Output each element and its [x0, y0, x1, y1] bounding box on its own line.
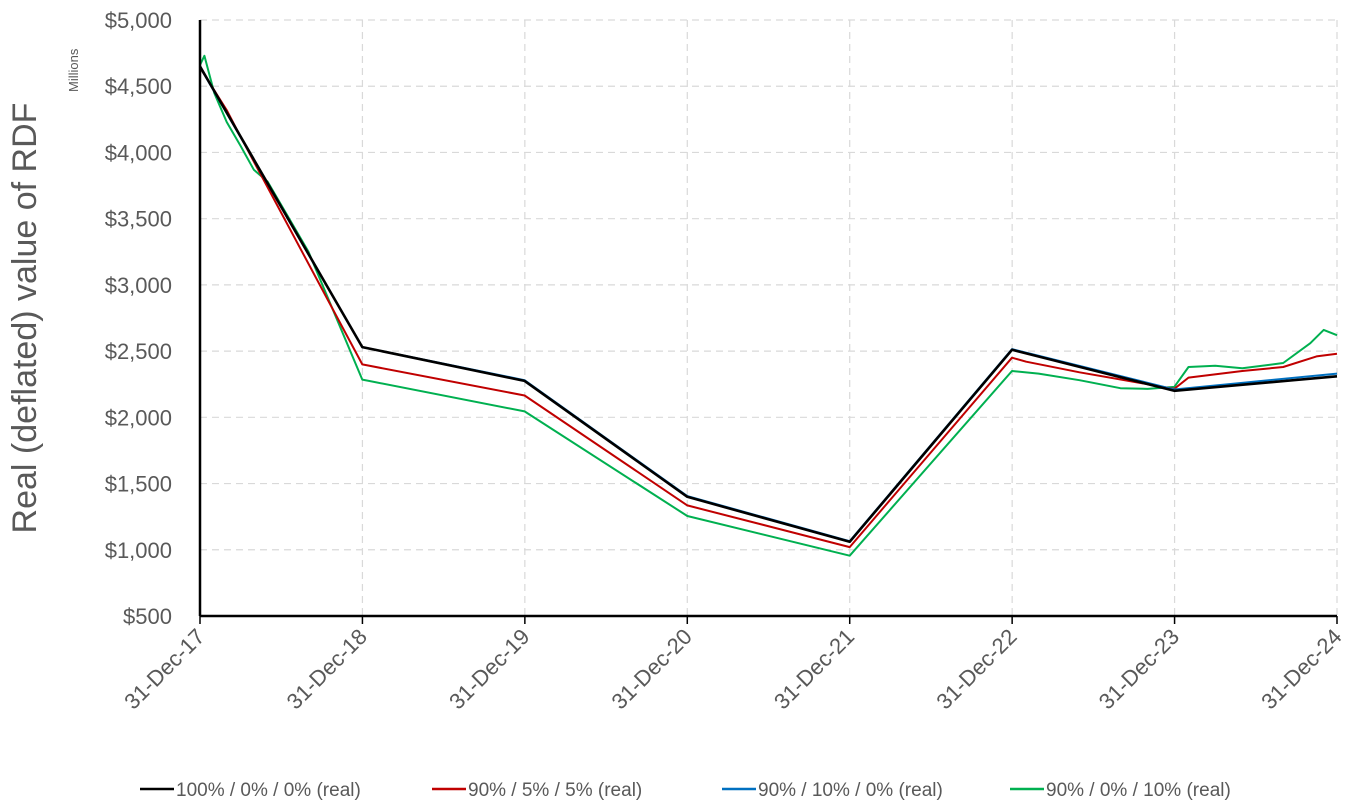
tick-labels: $5,000 $4,500 $4,000 $3,500 $3,000 $2,500 $2,0…: [105, 8, 1347, 714]
y-tick-label: $500: [123, 604, 172, 629]
x-tick-label: 31-Dec-24: [1256, 624, 1346, 714]
legend-label: 90% / 5% / 5% (real): [468, 780, 642, 801]
y-tick-label: $3,000: [105, 273, 172, 298]
series-line-2: [199, 67, 1338, 549]
x-tick-label: 31-Dec-21: [769, 624, 859, 714]
x-tick-label: 31-Dec-20: [607, 624, 697, 714]
x-tick-label: 31-Dec-23: [1094, 624, 1184, 714]
axes: [198, 20, 1338, 624]
y-tick-label: $1,000: [105, 538, 172, 563]
y-tick-label: $2,500: [105, 339, 172, 364]
y-tick-label: $4,000: [105, 140, 172, 165]
x-tick-label: 31-Dec-18: [282, 624, 372, 714]
series-line-3: [199, 66, 1338, 543]
legend-label: 90% / 10% / 0% (real): [758, 780, 943, 801]
x-tick-label: 31-Dec-19: [444, 624, 534, 714]
y-tick-label: $5,000: [105, 8, 172, 33]
y-tick-label: $2,000: [105, 405, 172, 430]
series-line-4: [199, 54, 1338, 557]
y-tick-label: $3,500: [105, 207, 172, 232]
y-axis-units: Millions: [66, 48, 81, 92]
x-tick-label: 31-Dec-17: [119, 624, 209, 714]
legend: 100% / 0% / 0% (real) 90% / 5% / 5% (real…: [140, 780, 1231, 801]
grid: [200, 19, 1338, 616]
y-tick-label: $1,500: [105, 472, 172, 497]
legend-label: 90% / 0% / 10% (real): [1046, 780, 1231, 801]
series-line-1: [198, 65, 1338, 544]
x-tick-label: 31-Dec-22: [931, 624, 1021, 714]
legend-label: 100% / 0% / 0% (real): [176, 780, 361, 801]
y-tick-label: $4,500: [105, 74, 172, 99]
y-axis-title: Real (deflated) value of RDF: [6, 103, 44, 534]
series-lines: [198, 54, 1338, 557]
